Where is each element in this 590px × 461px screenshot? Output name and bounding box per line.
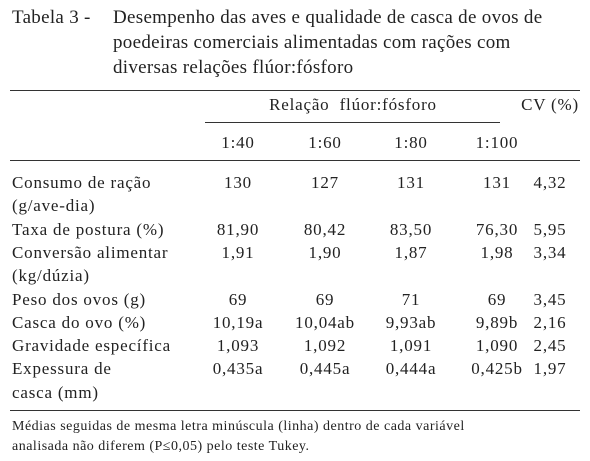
cell-value: 76,30 [475, 219, 519, 239]
cell-value: 9,93ab [385, 312, 437, 332]
cell-value: 131 [483, 173, 511, 192]
title-line: diversas relações flúor:fósforo [113, 57, 354, 78]
cell-value: 9,89b [475, 312, 519, 332]
cell-value: 0,445a [299, 359, 351, 379]
bottom-rule [10, 410, 580, 411]
cell-value: 10,19a [212, 312, 264, 332]
cv-value: 5,95 [533, 219, 567, 239]
row-label: Consumo de ração [12, 173, 152, 192]
cell-value: 1,87 [394, 242, 428, 262]
cell-value: 131 [397, 173, 425, 192]
cell-value: 83,50 [389, 219, 433, 239]
cell-value: 1,90 [308, 242, 342, 262]
row-label: Taxa de postura (%) [12, 219, 165, 239]
cv-value: 1,97 [533, 359, 567, 379]
title-line: Desempenho das aves e qualidade de casca… [113, 7, 543, 28]
row-label: Casca do ovo (%) [12, 312, 147, 332]
cell-value: 1,98 [480, 242, 514, 262]
cell-value: 130 [224, 173, 252, 192]
cell-value: 0,444a [385, 359, 437, 379]
footnote: Médias seguidas de mesma letra minúscula… [12, 419, 465, 434]
header-rule [10, 160, 580, 161]
cell-value: 1,090 [475, 336, 519, 356]
column-header: 1:60 [308, 133, 342, 152]
footnote: analisada não diferem (P≤0,05) pelo test… [12, 439, 310, 454]
title-label: Tabela 3 - [12, 7, 91, 28]
group-header: Relação flúor:fósforo [269, 95, 437, 114]
cell-value: 69 [315, 289, 335, 309]
cell-value: 69 [487, 289, 507, 309]
cv-value: 3,34 [533, 242, 567, 262]
column-header: 1:40 [221, 133, 255, 152]
cell-value: 81,90 [216, 219, 260, 239]
cell-value: 0,425b [471, 359, 523, 379]
cell-value: 127 [311, 173, 339, 192]
cv-header: CV (%) [521, 95, 579, 114]
cell-value: 0,435a [212, 359, 264, 379]
column-header: 1:80 [394, 133, 428, 152]
cell-value: 1,092 [303, 336, 347, 356]
row-label: casca (mm) [12, 382, 99, 402]
cell-value: 10,04ab [295, 312, 355, 332]
cv-value: 2,45 [533, 336, 567, 356]
cell-value: 80,42 [303, 219, 347, 239]
row-label: Expessura de [12, 359, 112, 379]
title-line: poedeiras comerciais alimentadas com raç… [113, 32, 511, 53]
column-header: 1:100 [475, 133, 519, 152]
row-label: (kg/dúzia) [12, 266, 90, 286]
cell-value: 69 [228, 289, 248, 309]
cv-value: 4,32 [533, 173, 567, 192]
cell-value: 71 [401, 289, 421, 309]
cv-value: 3,45 [533, 289, 567, 309]
row-label: Conversão alimentar [12, 242, 169, 262]
row-label: (g/ave-dia) [12, 196, 96, 216]
cv-value: 2,16 [533, 312, 567, 332]
cell-value: 1,91 [221, 242, 255, 262]
cell-value: 1,093 [216, 336, 260, 356]
cell-value: 1,091 [389, 336, 433, 356]
row-label: Gravidade específica [12, 336, 171, 356]
group-rule [205, 122, 500, 123]
top-rule [10, 90, 580, 91]
row-label: Peso dos ovos (g) [12, 289, 147, 309]
